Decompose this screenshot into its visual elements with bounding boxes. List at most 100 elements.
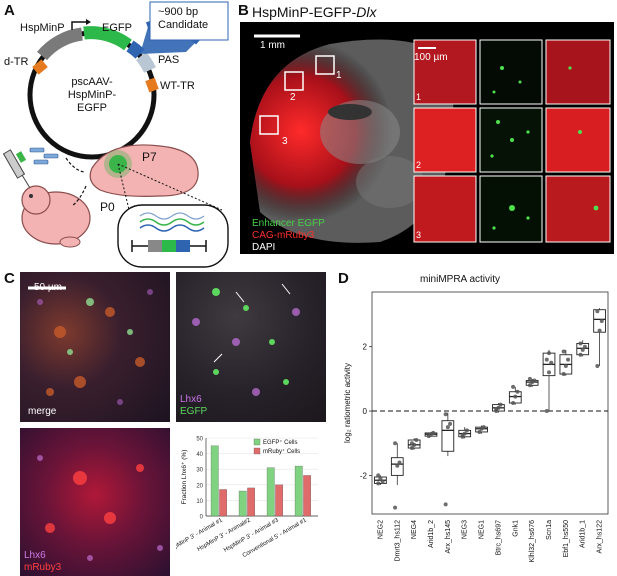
- data-point: [513, 394, 518, 399]
- stage-p7-label: P7: [142, 150, 157, 164]
- data-point: [597, 328, 602, 333]
- data-point: [393, 505, 398, 510]
- data-point: [395, 463, 400, 468]
- right-itr-label: WT-TR: [160, 80, 195, 92]
- panel-b-title-italic: Dlx: [356, 4, 377, 20]
- bar: [275, 484, 283, 517]
- x-tick-label: NEG1: [479, 520, 486, 539]
- x-tick-label: Btrc_hs697: [495, 520, 502, 556]
- data-point: [477, 429, 482, 434]
- data-point: [511, 384, 516, 389]
- candidate-line-1: ~900 bp: [158, 6, 199, 18]
- lhx6-label-top: Lhx6: [180, 394, 202, 405]
- x-tick-label: NEG3: [462, 520, 469, 539]
- y-tick-label: 50: [196, 437, 203, 443]
- chart-title: miniMPRA activity: [420, 274, 500, 285]
- roi-label-3: 3: [282, 136, 288, 147]
- brain-section-image: [240, 22, 614, 254]
- legend-swatch: [253, 438, 261, 446]
- roi-label-2: 2: [290, 92, 296, 103]
- scalebar-main-label: 1 mm: [260, 40, 285, 51]
- box: [441, 420, 455, 452]
- legend-swatch: [253, 447, 261, 455]
- data-point: [378, 476, 383, 481]
- data-point: [443, 412, 448, 417]
- legend-egfp: Enhancer EGFP: [252, 218, 325, 229]
- y-tick-label: 0: [363, 407, 368, 416]
- x-tick-label: Arx_hs122: [597, 520, 604, 554]
- x-tick-label: Dmrt3_hs112: [394, 520, 401, 562]
- panel-b-label: B: [238, 2, 249, 19]
- data-point: [527, 376, 532, 381]
- data-point: [547, 351, 551, 356]
- data-point: [376, 473, 381, 478]
- scalebar-inset-label: 100 µm: [414, 52, 448, 63]
- scalebar-c-label: 50 µm: [34, 282, 62, 293]
- panel-c-label: C: [4, 270, 15, 287]
- y-tick-label: -2: [360, 471, 368, 480]
- panel-b-legend: Enhancer EGFP CAG-mRuby3 DAPI: [252, 218, 325, 254]
- data-point: [544, 357, 549, 362]
- lhx6-egfp-image: [176, 272, 326, 422]
- data-point: [431, 430, 436, 435]
- data-point: [547, 370, 551, 375]
- data-point: [599, 318, 604, 323]
- promoter-label: HspMinP: [20, 22, 65, 34]
- data-point: [414, 438, 419, 442]
- y-axis-label: log₂ ratiometric activity: [343, 363, 352, 443]
- panel-b-title-prefix: HspMinP-EGFP-: [252, 4, 357, 20]
- left-itr-label: d-TR: [4, 56, 29, 68]
- data-point: [578, 341, 583, 346]
- plasmid-name-line-3: EGFP: [77, 102, 107, 114]
- inset-label-2: 2: [416, 160, 422, 170]
- data-point: [578, 352, 583, 357]
- y-axis-label: Fraction Lhx6⁺ (%): [181, 450, 188, 505]
- lhx6-mruby-image: [20, 428, 170, 576]
- data-point: [595, 364, 600, 368]
- data-point: [563, 364, 568, 368]
- x-tick-label: Scn1a: [546, 520, 553, 540]
- x-tick-label: Arx_hs145: [445, 520, 452, 554]
- panel-d-label: D: [338, 270, 349, 287]
- data-point: [448, 421, 453, 426]
- data-point: [582, 344, 587, 349]
- data-point: [464, 428, 469, 433]
- y-tick-label: 30: [196, 468, 203, 474]
- lhx6-label-bottom: Lhx6: [24, 550, 46, 561]
- bar: [266, 467, 275, 517]
- data-point: [511, 401, 516, 405]
- candidate-label: ~900 bp Candidate: [158, 6, 208, 32]
- plasmid-name-line-1: pscAAV-: [71, 76, 113, 88]
- data-point: [409, 441, 414, 446]
- y-tick-label: 20: [196, 483, 203, 489]
- pas-label: PAS: [158, 54, 180, 66]
- panel-a-schematic: [2, 1, 229, 268]
- stage-p0-label: P0: [100, 200, 115, 214]
- mruby-label: mRuby3: [24, 562, 62, 573]
- data-point: [498, 402, 503, 407]
- inset-label-3: 3: [416, 230, 422, 240]
- data-point: [494, 407, 499, 412]
- legend-mruby: CAG-mRuby3: [252, 230, 315, 241]
- data-point: [561, 372, 566, 377]
- panel-a-label: A: [4, 2, 15, 19]
- legend-dapi: DAPI: [252, 242, 276, 253]
- x-tick-label: Arid1b_2: [428, 520, 435, 548]
- plasmid-name: pscAAV- HspMinP- EGFP: [62, 76, 122, 115]
- bar: [219, 489, 227, 517]
- plasmid-name-line-2: HspMinP-: [67, 89, 117, 101]
- plot-frame: [371, 291, 609, 515]
- data-point: [376, 481, 381, 486]
- merge-label: merge: [28, 406, 57, 417]
- data-point: [561, 349, 566, 354]
- data-point: [443, 502, 448, 507]
- data-point: [515, 389, 520, 394]
- data-point: [595, 309, 600, 314]
- data-point: [549, 360, 554, 365]
- data-point: [580, 347, 585, 352]
- data-point: [409, 446, 414, 451]
- merge-image: [20, 272, 170, 422]
- y-tick-label: 10: [196, 499, 203, 505]
- minimpra-box-chart: miniMPRA activity -2 0 2 log₂ ratiometric ac…: [343, 274, 609, 562]
